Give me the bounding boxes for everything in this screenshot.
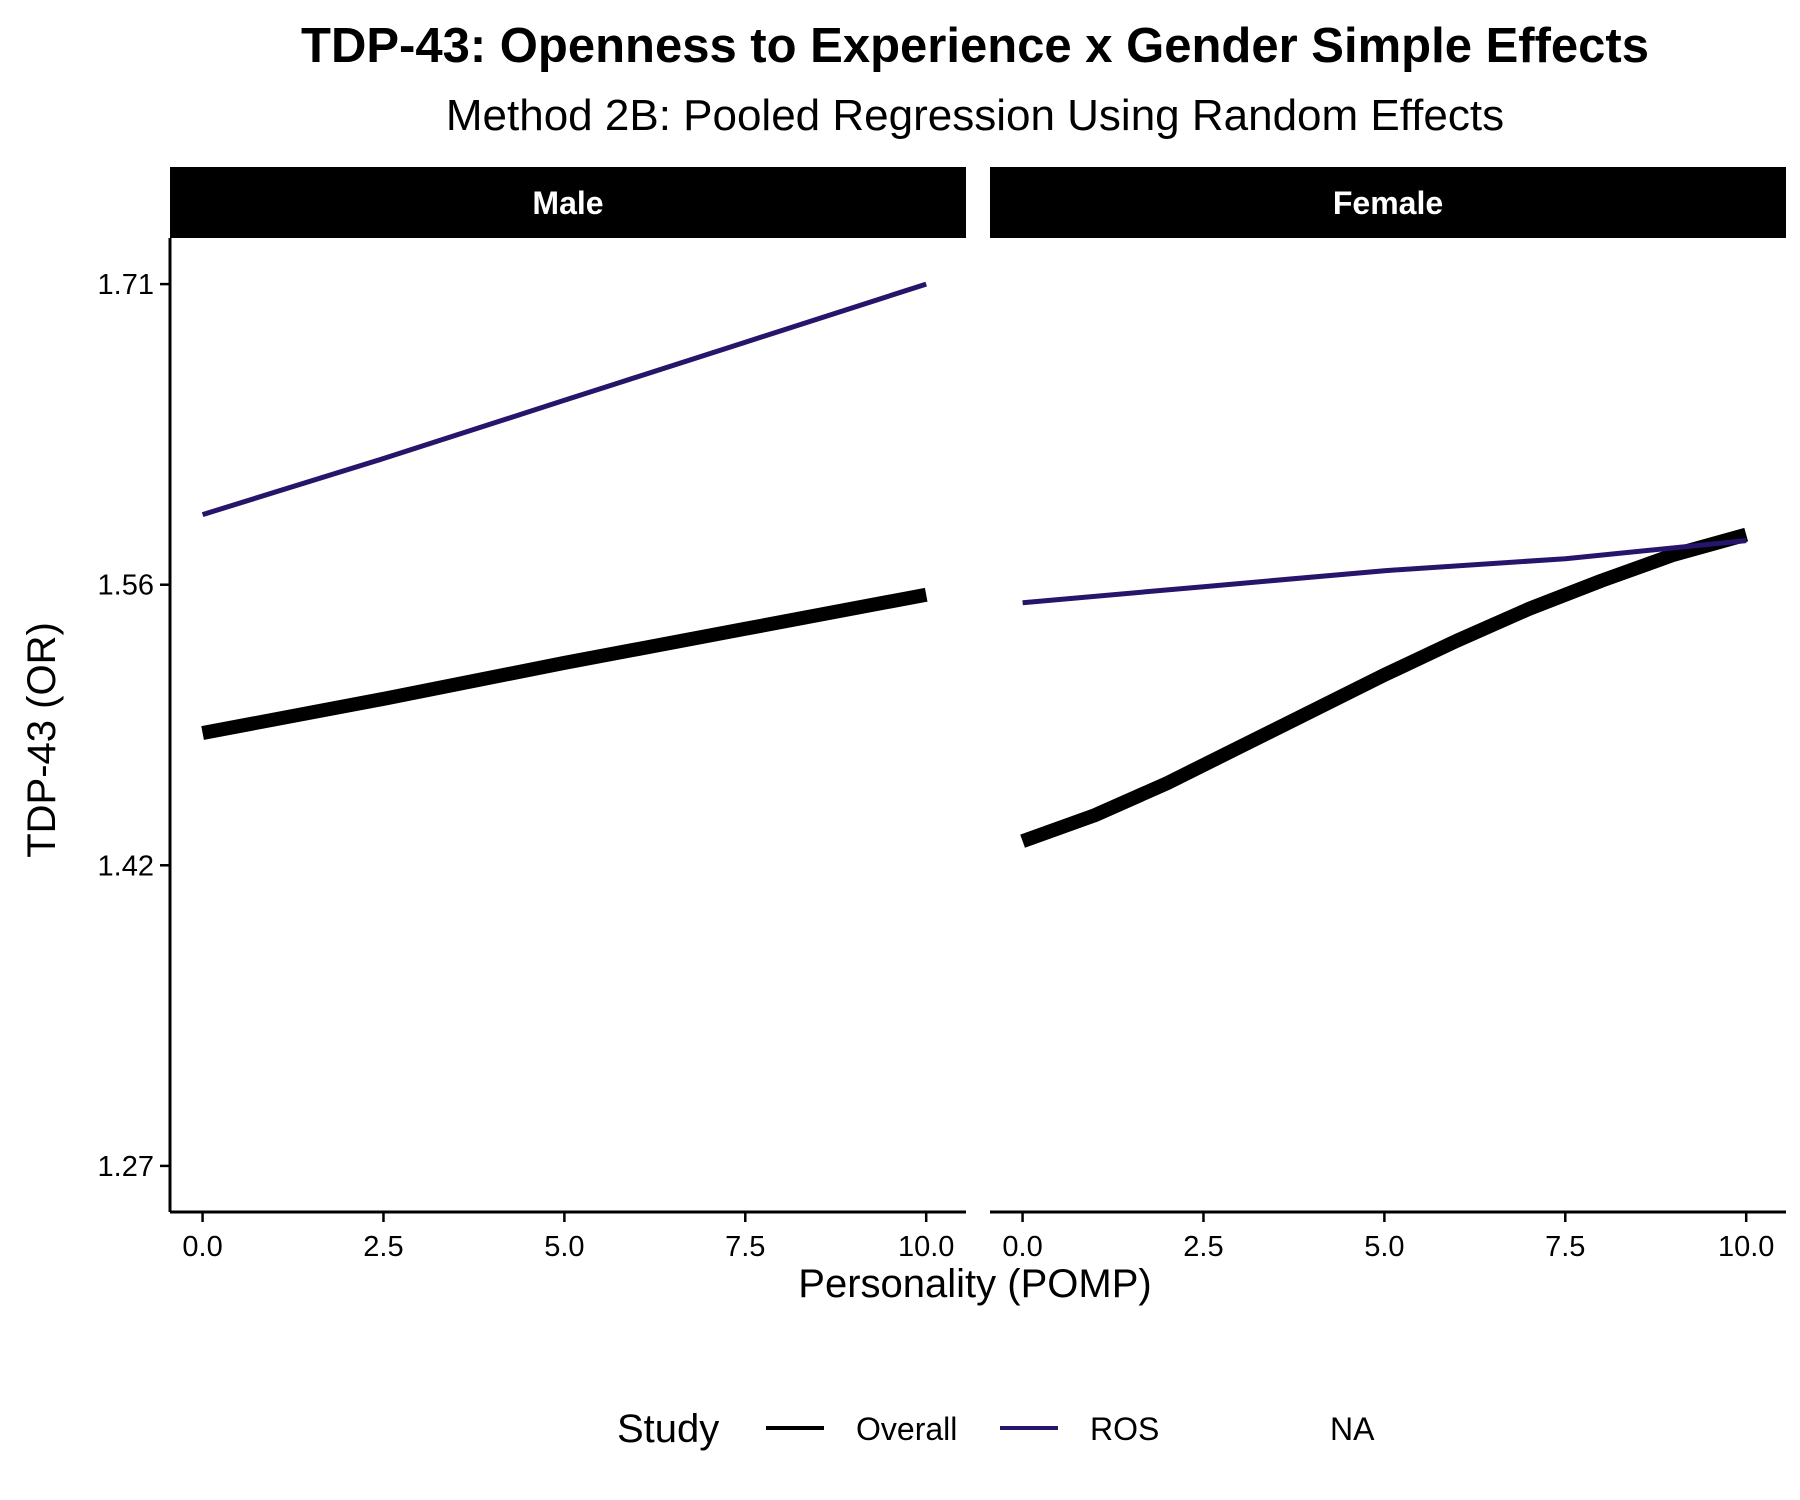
series-line-ros [1022,538,1747,606]
facet-strip-label: Male [532,185,603,221]
legend-label-overall: Overall [856,1411,957,1447]
series-line-ros [201,281,927,517]
x-tick-label: 7.5 [1545,1231,1585,1263]
x-tick-label: 10.0 [1718,1231,1774,1263]
chart-subtitle: Method 2B: Pooled Regression Using Rando… [446,91,1504,140]
x-tick-label: 7.5 [725,1231,765,1263]
series-line-overall [1020,527,1749,848]
x-tick-label: 2.5 [1183,1231,1223,1263]
series-line-overall [201,587,928,740]
legend: Study Overall ROS NA [617,1407,1375,1451]
x-tick-label: 10.0 [898,1231,954,1263]
facet-strip [170,167,966,238]
panel-male: Male 0.0 2.5 5.0 7.5 10.0 1.27 1.42 1.56 1.71 [98,167,966,1263]
y-tick-label: 1.27 [98,1151,154,1183]
panel-female: Female 0.0 2.5 5.0 7.5 10.0 [990,167,1786,1263]
x-tick-label: 0.0 [182,1231,222,1263]
legend-title: Study [617,1407,719,1451]
y-tick-label: 1.42 [98,850,154,882]
x-tick-label: 0.0 [1002,1231,1042,1263]
x-tick-label: 2.5 [363,1231,403,1263]
facet-strip-label: Female [1333,185,1443,221]
chart-title: TDP-43: Openness to Experience x Gender … [301,19,1649,73]
x-tick-label: 5.0 [544,1231,584,1263]
y-tick-label: 1.56 [98,570,154,602]
legend-label-na: NA [1330,1411,1375,1447]
legend-label-ros: ROS [1090,1411,1159,1447]
x-tick-label: 5.0 [1364,1231,1404,1263]
y-axis-title: TDP-43 (OR) [20,622,64,858]
facet-strip [990,167,1786,238]
y-tick-label: 1.71 [98,269,154,301]
panels: Male 0.0 2.5 5.0 7.5 10.0 1.27 1.42 1.56 1.71 Fema… [98,167,1786,1263]
x-axis-title: Personality (POMP) [798,1262,1151,1306]
